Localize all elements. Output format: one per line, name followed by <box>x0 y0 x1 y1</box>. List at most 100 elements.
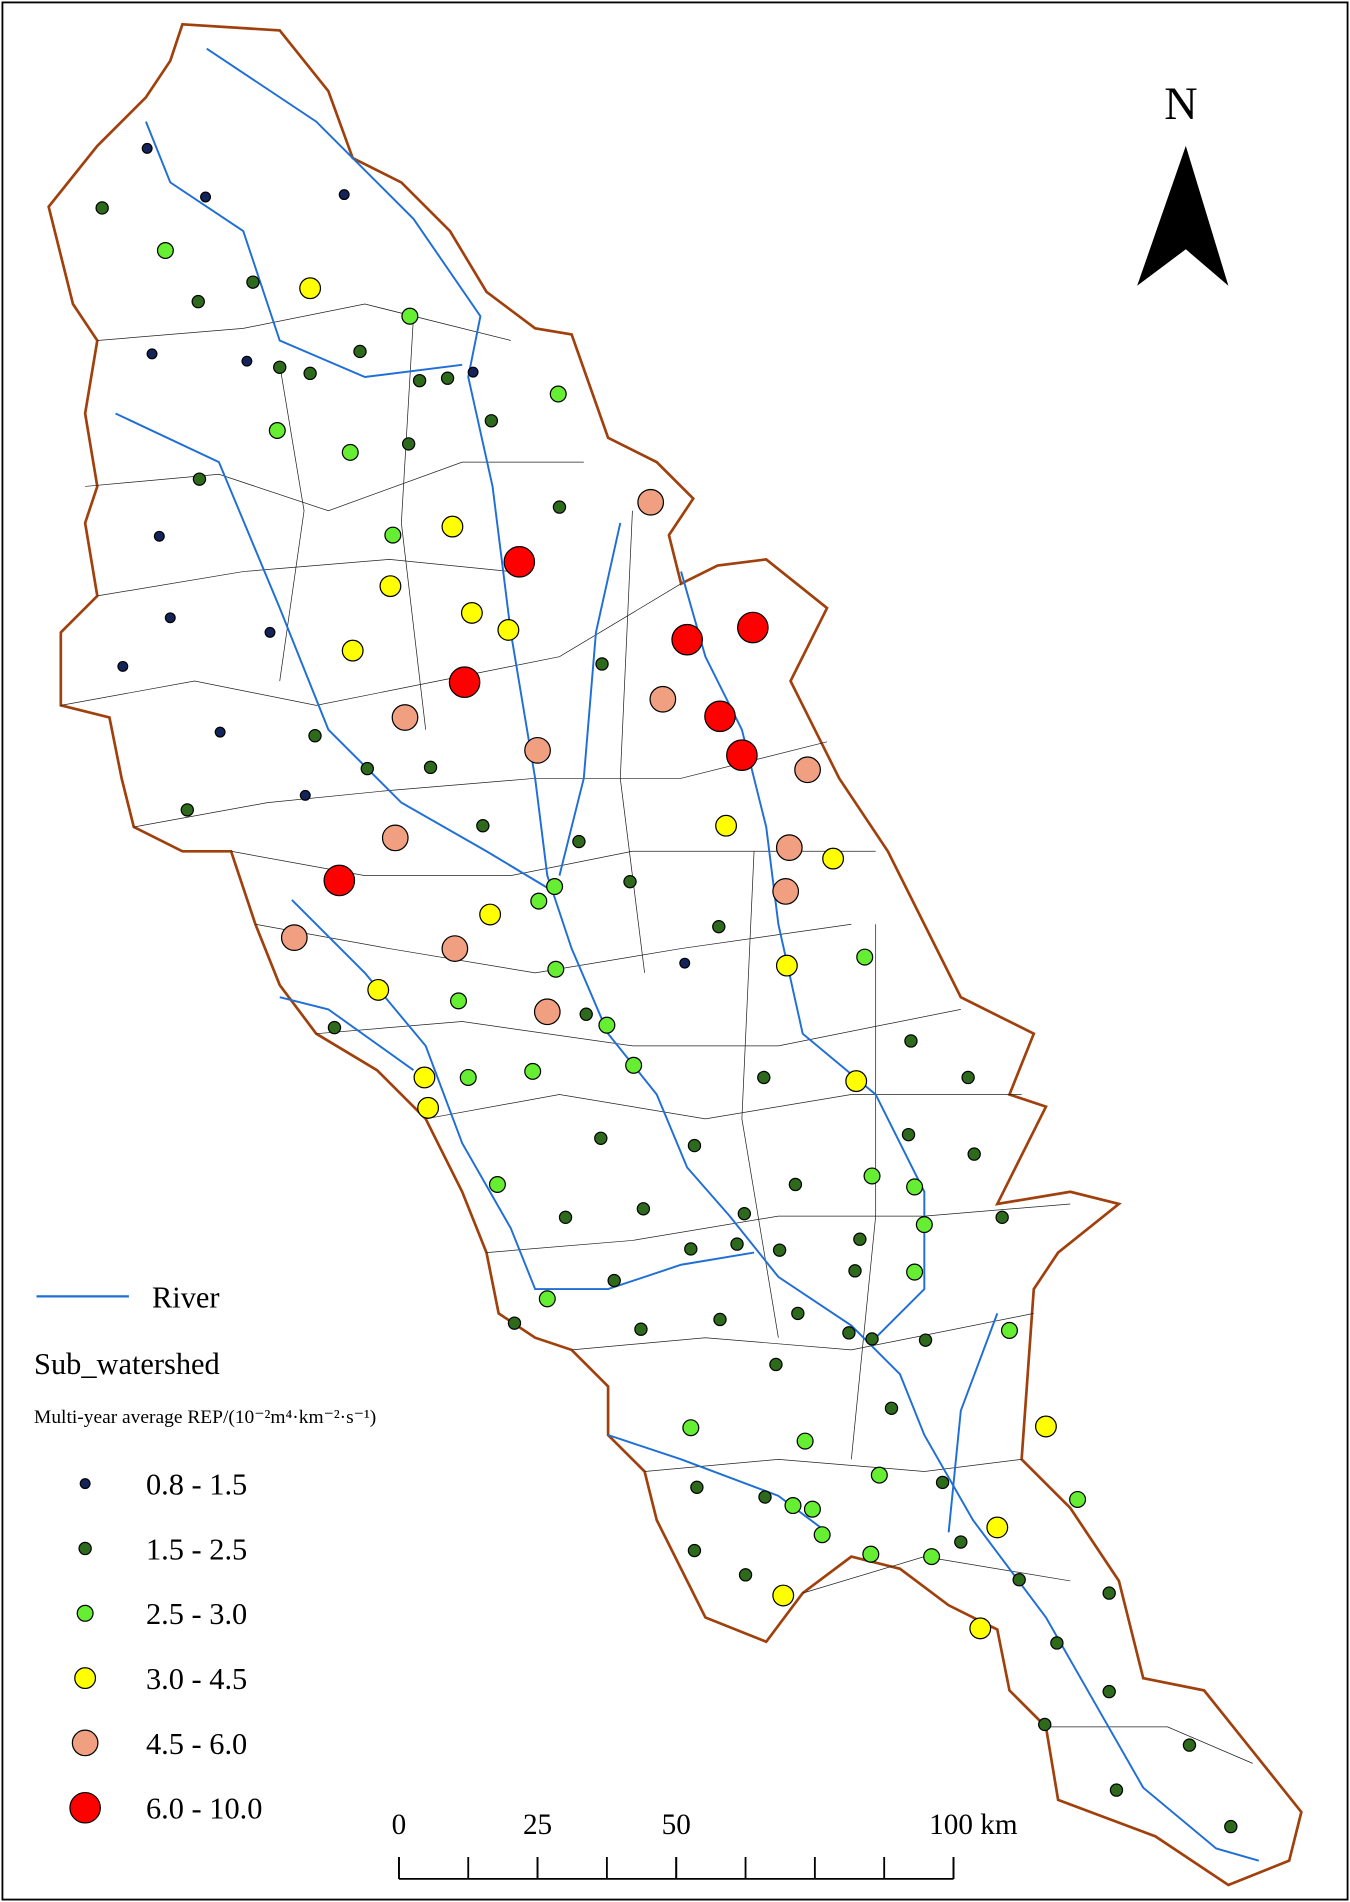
sample-point <box>690 1480 704 1494</box>
sample-point <box>479 903 502 926</box>
sample-point <box>598 1016 616 1034</box>
sample-point <box>967 1147 981 1161</box>
legend-symbol <box>74 1667 97 1690</box>
sample-point <box>401 307 419 325</box>
sample-point <box>549 385 567 403</box>
sample-point <box>712 919 726 934</box>
sample-point <box>1224 1819 1238 1834</box>
sample-point <box>986 1516 1009 1539</box>
sample-point <box>156 242 174 260</box>
sample-point <box>822 847 845 870</box>
sample-point <box>484 414 499 428</box>
sample-point <box>737 611 769 644</box>
sample-point <box>995 1210 1009 1225</box>
sample-point <box>1050 1636 1064 1650</box>
sample-point <box>533 998 561 1026</box>
sample-point <box>503 546 536 578</box>
sample-point <box>730 1237 744 1251</box>
sample-point <box>679 957 691 969</box>
sample-point <box>246 275 260 289</box>
sample-point <box>737 1206 752 1221</box>
sample-point <box>906 1178 924 1196</box>
sample-point <box>682 1419 700 1437</box>
sample-point <box>794 756 821 784</box>
sample-point <box>530 892 548 910</box>
sample-point <box>264 626 276 638</box>
sample-point <box>450 992 468 1010</box>
sample-point <box>338 189 350 201</box>
legend-class-label: 6.0 - 10.0 <box>146 1792 263 1826</box>
sample-point <box>848 1264 862 1278</box>
sample-point <box>863 1167 881 1185</box>
sample-point <box>772 1584 795 1607</box>
north-label: N <box>1164 78 1197 129</box>
sample-point <box>623 874 637 889</box>
sample-point <box>1012 1573 1026 1587</box>
sample-point <box>954 1535 968 1549</box>
legend-symbol <box>79 1478 91 1490</box>
sample-point <box>441 935 469 962</box>
river-legend-label: River <box>152 1280 220 1314</box>
sample-point <box>791 1306 805 1321</box>
sample-point <box>327 1020 342 1035</box>
sample-point <box>476 819 490 833</box>
sample-point <box>384 526 402 544</box>
sample-point <box>687 1138 702 1153</box>
sample-point <box>459 1068 477 1086</box>
sample-point <box>715 814 738 837</box>
sample-point <box>636 1202 651 1216</box>
sample-point <box>341 443 359 461</box>
sample-point <box>865 1332 879 1346</box>
sample-point <box>726 739 758 772</box>
sample-point <box>146 348 158 360</box>
legend-symbol <box>71 1729 99 1757</box>
sample-point <box>788 1177 803 1192</box>
sample-point <box>524 736 551 764</box>
sample-point <box>323 864 356 897</box>
sample-point <box>637 488 665 516</box>
sample-point <box>579 1007 593 1021</box>
sample-point <box>904 1034 918 1048</box>
sample-point <box>961 1070 975 1085</box>
sample-point <box>153 530 165 542</box>
legend-class-label: 1.5 - 2.5 <box>146 1532 247 1566</box>
sample-point <box>845 1070 868 1093</box>
sample-point <box>853 1232 867 1246</box>
sample-point <box>884 1401 899 1415</box>
sample-point <box>241 355 253 367</box>
sample-point <box>906 1263 924 1281</box>
sample-point <box>117 660 129 672</box>
legend-title: Sub_watershed <box>34 1347 220 1381</box>
sample-point <box>95 201 109 215</box>
sample-point <box>401 437 416 451</box>
sample-point <box>649 685 677 713</box>
sample-point <box>796 1432 814 1450</box>
sample-point <box>353 344 367 359</box>
sample-point <box>191 294 205 309</box>
sample-point <box>813 1526 831 1544</box>
sample-point <box>607 1273 621 1288</box>
sample-point <box>538 1290 556 1308</box>
sample-point <box>391 704 419 731</box>
sample-point <box>684 1242 698 1256</box>
sample-point <box>842 1326 856 1340</box>
legend-symbol <box>78 1541 92 1556</box>
sample-point <box>671 623 703 656</box>
sample-point <box>299 789 311 801</box>
sample-point <box>738 1568 753 1582</box>
sample-point <box>1182 1738 1197 1752</box>
sample-point <box>273 360 287 374</box>
sample-point <box>524 1062 542 1080</box>
sample-point <box>558 1210 573 1225</box>
sample-point <box>687 1543 702 1558</box>
sample-point <box>448 666 481 699</box>
sample-point <box>594 1131 608 1145</box>
legend-class-label: 0.8 - 1.5 <box>146 1468 247 1502</box>
sample-point <box>460 601 483 624</box>
scale-label: 0 <box>392 1809 407 1841</box>
sample-point <box>341 639 364 662</box>
sample-point <box>200 191 212 203</box>
sample-point <box>423 760 438 775</box>
sample-point <box>417 1096 440 1119</box>
sample-point <box>303 366 317 381</box>
